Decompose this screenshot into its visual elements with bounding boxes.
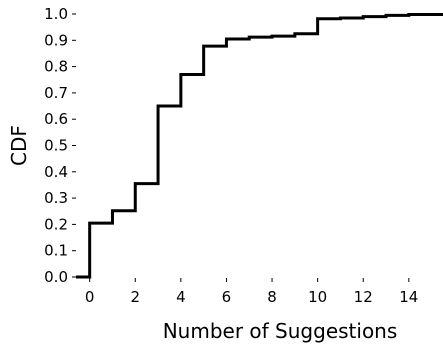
x-tick-label: 12: [354, 288, 373, 306]
y-axis: 0.0 0.1 0.2 0.3 0.4 0.5 0.6 0.7 0.8 0.9 1.0: [44, 5, 76, 286]
x-tick-label: 10: [308, 288, 327, 306]
x-tick-label: 14: [399, 288, 418, 306]
y-tick-label: 0.7: [44, 84, 68, 102]
y-tick-label: 0.1: [44, 242, 68, 260]
y-tick-label: 0.4: [44, 163, 68, 181]
x-tick-label: 6: [222, 288, 232, 306]
y-tick-label: 0.0: [44, 268, 68, 286]
x-tick-label: 0: [85, 288, 95, 306]
y-axis-label: CDF: [7, 125, 31, 166]
y-tick-label: 0.9: [44, 31, 68, 49]
cdf-step-line: [76, 13, 443, 279]
y-tick-label: 0.2: [44, 215, 68, 233]
y-tick-label: 1.0: [44, 5, 68, 23]
y-tick-label: 0.3: [44, 189, 68, 207]
x-tick-label: 8: [267, 288, 277, 306]
y-tick-label: 0.5: [44, 137, 68, 155]
y-tick-label: 0.8: [44, 58, 68, 76]
y-tick-label: 0.6: [44, 110, 68, 128]
x-tick-label: 4: [176, 288, 186, 306]
x-axis-label: Number of Suggestions: [163, 319, 398, 343]
x-tick-label: 2: [130, 288, 140, 306]
x-axis: 0 2 4 6 8 10 12 14: [85, 278, 418, 306]
